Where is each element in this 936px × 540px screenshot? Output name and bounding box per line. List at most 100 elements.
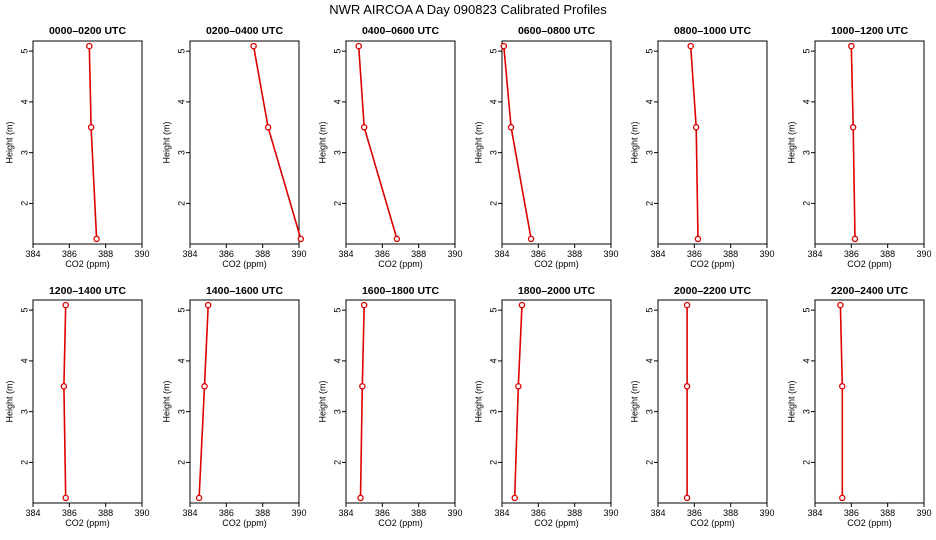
data-point: [62, 301, 69, 309]
data-point: [360, 301, 368, 309]
x-tick-label: 386: [687, 508, 702, 518]
x-axis-label: CO2 (ppm): [690, 259, 735, 269]
y-tick-label: 2: [176, 460, 186, 465]
x-tick-label: 384: [182, 508, 197, 518]
x-tick-label: 384: [650, 249, 665, 259]
data-point: [851, 235, 859, 243]
x-axis: 384 386 388 390 CO2 (ppm): [807, 503, 932, 528]
y-tick-label: 4: [488, 358, 498, 363]
profile-line: [503, 46, 532, 240]
plot-frame: [657, 299, 768, 504]
y-axis: 2 3 4 5 Height (m): [629, 308, 658, 465]
profile-panel: 0800–1000 UTC 384 386 388 390 CO2 (ppm) 2 3 4 5 He…: [629, 25, 774, 269]
x-axis: 384 386 388 390 CO2 (ppm): [338, 503, 463, 528]
x-tick-label: 384: [650, 508, 665, 518]
x-tick-label: 388: [567, 508, 582, 518]
panel-title: 2200–2400 UTC: [831, 285, 908, 297]
profile-panel: 1800–2000 UTC 384 386 388 390 CO2 (ppm) 2 3 4 5 He…: [473, 285, 618, 528]
data-point: [93, 235, 100, 243]
x-axis: 384 386 388 390 CO2 (ppm): [494, 503, 619, 528]
y-tick-label: 4: [176, 99, 186, 104]
x-tick-label: 386: [62, 508, 77, 518]
data-point: [297, 235, 305, 243]
x-tick-label: 390: [603, 249, 618, 259]
profile-line: [252, 45, 302, 240]
x-axis: 384 386 388 390 CO2 (ppm): [25, 503, 150, 528]
x-axis-label: CO2 (ppm): [65, 259, 110, 269]
y-axis-label: Height (m): [473, 380, 483, 422]
y-axis: 2 3 4 5 Height (m): [473, 308, 502, 465]
y-tick-label: 4: [644, 358, 654, 363]
profile-panel: 1600–1800 UTC 384 386 388 390 CO2 (ppm) 2 3 4 5 He…: [317, 285, 462, 528]
x-axis-label: CO2 (ppm): [378, 259, 423, 269]
profile-panel: 1400–1600 UTC 384 386 388 390 CO2 (ppm) 2 3 4 5 He…: [161, 285, 306, 528]
plot-frame: [189, 299, 300, 504]
x-axis: 384 386 388 390 CO2 (ppm): [338, 244, 463, 269]
y-tick-label: 5: [801, 308, 811, 313]
y-axis-label: Height (m): [161, 121, 171, 163]
panel-title: 1600–1800 UTC: [362, 285, 439, 297]
data-point: [204, 301, 212, 309]
x-axis-label: CO2 (ppm): [534, 518, 579, 528]
y-tick-label: 3: [644, 150, 654, 155]
y-tick-label: 5: [644, 49, 654, 54]
x-tick-label: 388: [723, 508, 738, 518]
x-axis-label: CO2 (ppm): [222, 518, 267, 528]
data-point: [694, 235, 702, 243]
plot-frame: [189, 40, 300, 245]
data-point: [359, 383, 366, 390]
y-tick-label: 5: [488, 49, 498, 54]
x-axis-label: CO2 (ppm): [222, 259, 267, 269]
panel-title: 2000–2200 UTC: [674, 285, 751, 297]
profile-line: [513, 305, 523, 498]
y-axis-label: Height (m): [317, 380, 327, 422]
data-point: [683, 301, 691, 309]
data-point: [839, 494, 846, 502]
x-tick-label: 384: [25, 508, 40, 518]
x-tick-label: 386: [219, 249, 234, 259]
y-axis-label: Height (m): [629, 380, 639, 422]
y-axis: 2 3 4 5 Height (m): [786, 49, 815, 206]
data-point: [839, 383, 846, 390]
y-axis: 2 3 4 5 Height (m): [161, 49, 190, 206]
data-point: [837, 301, 844, 309]
y-tick-label: 3: [801, 150, 811, 155]
data-point: [195, 494, 203, 502]
y-tick-label: 2: [488, 201, 498, 206]
data-point: [507, 124, 515, 131]
plot-frame: [32, 299, 143, 504]
x-axis: 384 386 388 390 CO2 (ppm): [182, 244, 307, 269]
y-axis: 2 3 4 5 Height (m): [161, 308, 190, 465]
y-axis-label: Height (m): [317, 121, 327, 163]
x-tick-label: 390: [291, 249, 306, 259]
y-axis-label: Height (m): [629, 121, 639, 163]
x-axis-label: CO2 (ppm): [690, 518, 735, 528]
y-tick-label: 2: [488, 460, 498, 465]
y-axis-label: Height (m): [786, 380, 796, 422]
profile-panel: 0400–0600 UTC 384 386 388 390 CO2 (ppm) 2 3 4 5 He…: [317, 25, 462, 269]
y-tick-label: 2: [19, 460, 29, 465]
x-tick-label: 388: [880, 249, 895, 259]
x-tick-label: 388: [880, 508, 895, 518]
panel-title: 0200–0400 UTC: [206, 25, 283, 37]
y-tick-label: 5: [332, 308, 342, 313]
data-point: [86, 42, 93, 50]
profile-panel: 0200–0400 UTC 384 386 388 390 CO2 (ppm) 2 3 4 5 He…: [161, 25, 306, 269]
x-tick-label: 386: [531, 249, 546, 259]
x-axis: 384 386 388 390 CO2 (ppm): [182, 503, 307, 528]
x-tick-label: 390: [916, 249, 931, 259]
y-tick-label: 2: [801, 460, 811, 465]
x-axis-label: CO2 (ppm): [534, 259, 579, 269]
y-tick-label: 3: [332, 409, 342, 414]
x-tick-label: 390: [603, 508, 618, 518]
x-tick-label: 388: [723, 249, 738, 259]
profile-panel: 1200–1400 UTC 384 386 388 390 CO2 (ppm) 2 3 4 5 He…: [4, 285, 149, 528]
x-tick-label: 390: [759, 508, 774, 518]
y-tick-label: 4: [19, 99, 29, 104]
panel-title: 1200–1400 UTC: [49, 285, 126, 297]
profile-line: [63, 305, 67, 498]
plot-frame: [345, 40, 456, 245]
y-tick-label: 3: [488, 409, 498, 414]
x-tick-label: 388: [98, 508, 113, 518]
y-axis: 2 3 4 5 Height (m): [473, 49, 502, 206]
